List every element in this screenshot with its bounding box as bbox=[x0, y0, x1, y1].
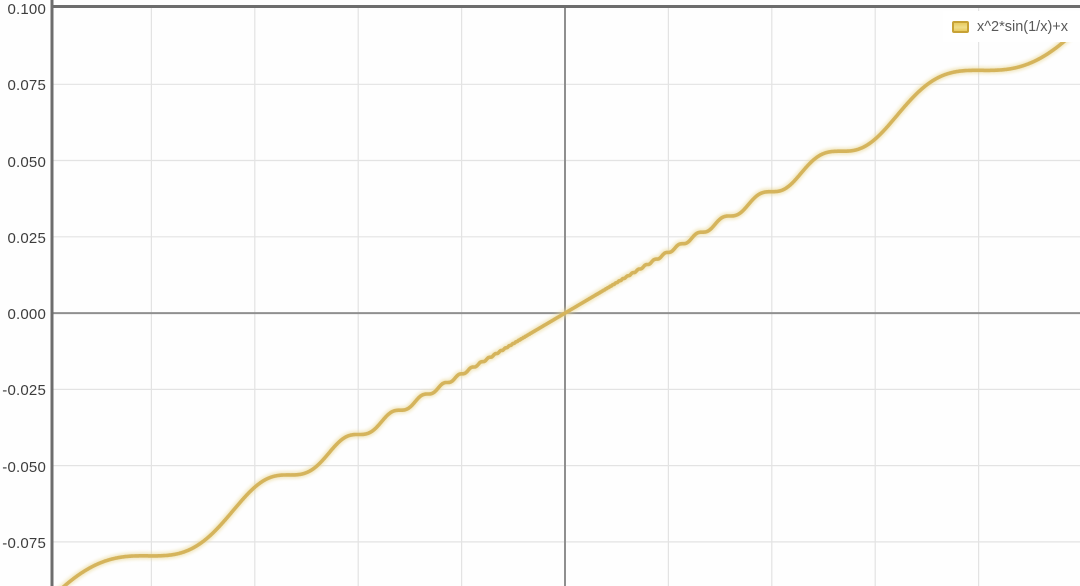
legend[interactable]: x^2*sin(1/x)+x bbox=[942, 11, 1080, 42]
legend-swatch-icon bbox=[951, 20, 969, 33]
function-curve bbox=[61, 24, 1080, 586]
legend-label: x^2*sin(1/x)+x bbox=[976, 18, 1068, 35]
plot-frame bbox=[50, 0, 1080, 586]
